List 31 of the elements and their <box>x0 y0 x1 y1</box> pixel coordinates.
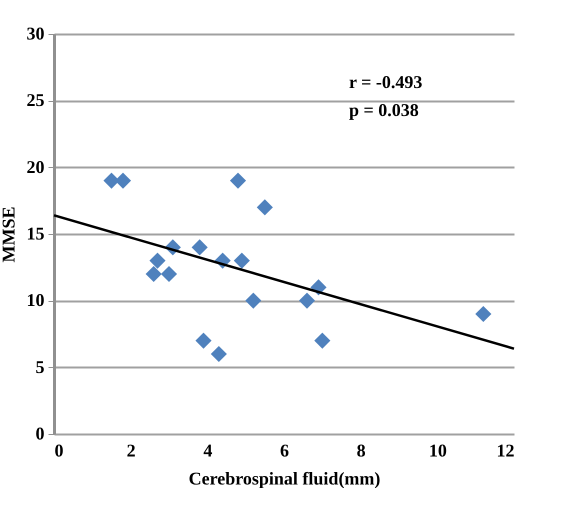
annotation: p = 0.038 <box>349 100 419 120</box>
point <box>146 266 162 282</box>
y-tick-label: 20 <box>26 156 44 177</box>
y-tick-label: 30 <box>26 24 44 44</box>
point <box>256 199 273 216</box>
point <box>192 239 208 256</box>
x-axis-title: Cerebrospinal fluid(mm) <box>188 468 380 488</box>
x-tick-label: 2 <box>126 440 136 460</box>
point <box>245 292 262 309</box>
x-tick-label: 0 <box>54 440 64 460</box>
point <box>210 346 227 362</box>
y-tick-label: 15 <box>26 224 44 244</box>
point <box>314 332 330 349</box>
y-tick-label: 10 <box>26 290 44 310</box>
y-tick-label: 0 <box>36 424 44 444</box>
x-tick-label: 12 <box>496 440 514 460</box>
point <box>160 266 178 282</box>
x-tick-label: 6 <box>280 440 289 460</box>
y-axis-title: MMSE <box>0 206 18 262</box>
point <box>195 332 212 349</box>
point <box>298 292 316 309</box>
annotation: r = -0.493 <box>349 72 422 92</box>
point <box>149 252 166 269</box>
point <box>234 252 250 269</box>
x-tick-label: 8 <box>356 440 366 460</box>
x-tick-label: 10 <box>428 440 447 460</box>
point <box>475 306 492 322</box>
y-tick-label: 25 <box>26 90 44 110</box>
x-tick-label: 4 <box>203 440 212 460</box>
point <box>230 172 246 189</box>
y-tick-label: 5 <box>36 356 44 377</box>
